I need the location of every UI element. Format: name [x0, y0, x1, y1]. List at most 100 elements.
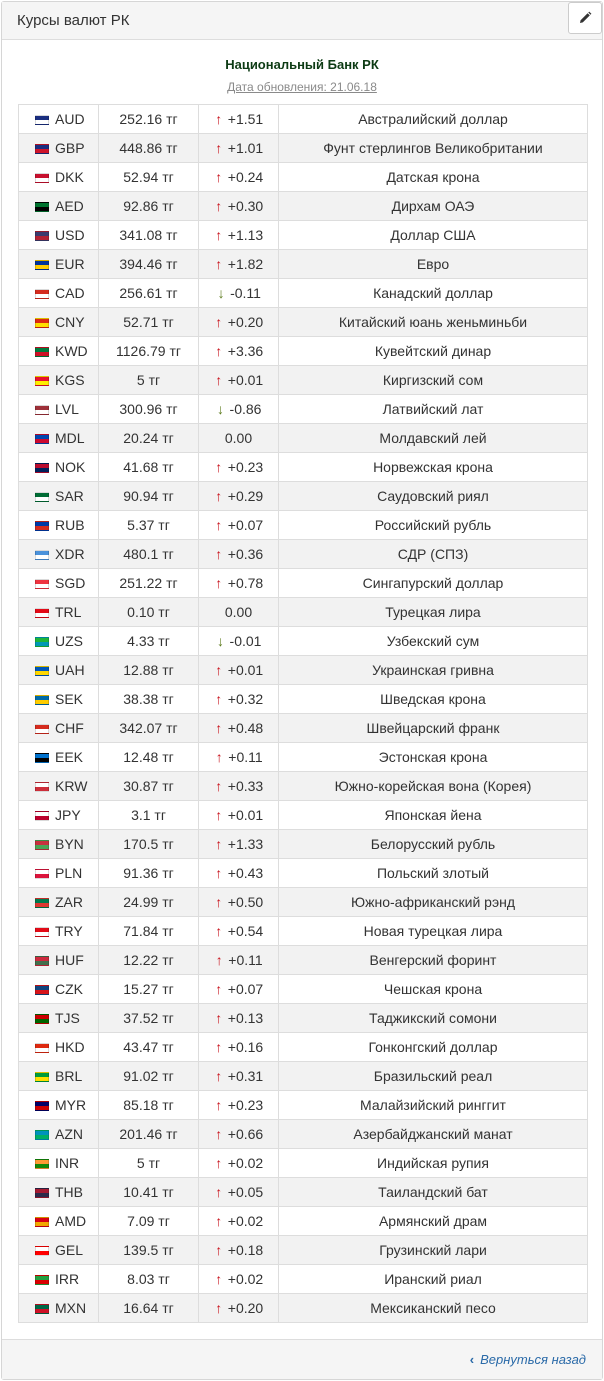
rate-change-cell: ↑ +0.11 — [198, 945, 279, 975]
currency-code-cell: BYN — [18, 829, 99, 859]
back-link[interactable]: ‹ Вернуться назад — [470, 1352, 586, 1367]
currency-code: MYR — [55, 1097, 87, 1113]
currency-code: USD — [55, 227, 85, 243]
table-row: KGS 5 тг ↑ +0.01 Киргизский сом — [18, 365, 588, 395]
rate-change-cell: ↑ +0.50 — [198, 887, 279, 917]
flag-icon — [35, 1101, 49, 1111]
currency-code: HUF — [55, 952, 84, 968]
table-row: USD 341.08 тг ↑ +1.13 Доллар США — [18, 220, 588, 250]
rate-change-cell: ↑ +0.66 — [198, 1119, 279, 1149]
rate-change-cell: ↓ -0.86 — [198, 394, 279, 424]
currency-code-cell: AMD — [18, 1206, 99, 1236]
currency-code: MXN — [55, 1300, 87, 1316]
rate-change-cell: 0.00 — [198, 423, 279, 453]
currency-rate: 252.16 тг — [98, 104, 199, 134]
chevron-left-icon: ‹ — [469, 1352, 475, 1367]
table-row: SAR 90.94 тг ↑ +0.29 Саудовский риял — [18, 481, 588, 511]
bank-name: Национальный Банк РК — [225, 57, 379, 72]
currency-code-cell: LVL — [18, 394, 99, 424]
arrow-up-icon: ↑ — [215, 1126, 223, 1142]
currency-code-cell: RUB — [18, 510, 99, 540]
arrow-up-icon: ↑ — [215, 1213, 223, 1229]
arrow-up-icon: ↑ — [215, 343, 223, 359]
table-row: SGD 251.22 тг ↑ +0.78 Сингапурский доллар — [18, 568, 588, 598]
currency-rate: 85.18 тг — [98, 1090, 199, 1120]
currency-code-cell: HKD — [18, 1032, 99, 1062]
currency-name: Российский рубль — [278, 510, 588, 540]
flag-icon — [35, 898, 49, 908]
rate-change: +1.33 — [227, 836, 264, 852]
rate-change-cell: ↑ +0.31 — [198, 1061, 279, 1091]
flag-icon — [35, 1275, 49, 1285]
pencil-icon — [580, 11, 592, 23]
currency-code-cell: TRL — [18, 597, 99, 627]
table-row: AMD 7.09 тг ↑ +0.02 Армянский драм — [18, 1206, 588, 1236]
flag-icon — [35, 318, 49, 328]
currency-code-cell: MDL — [18, 423, 99, 453]
currency-code-cell: EEK — [18, 742, 99, 772]
currency-name: Узбекский сум — [278, 626, 588, 656]
currency-code: CNY — [55, 314, 85, 330]
currency-code-cell: AUD — [18, 104, 99, 134]
table-row: GEL 139.5 тг ↑ +0.18 Грузинский лари — [18, 1235, 588, 1265]
currency-name: Японская йена — [278, 800, 588, 830]
currency-code-cell: TRY — [18, 916, 99, 946]
currency-name: Южно-корейская вона (Корея) — [278, 771, 588, 801]
currency-code-cell: DKK — [18, 162, 99, 192]
flag-icon — [35, 144, 49, 154]
table-row: DKK 52.94 тг ↑ +0.24 Датская крона — [18, 162, 588, 192]
rate-change: +0.23 — [227, 1097, 264, 1113]
arrow-up-icon: ↑ — [215, 1300, 223, 1316]
flag-icon — [35, 985, 49, 995]
currency-rate: 30.87 тг — [98, 771, 199, 801]
currency-code-cell: AED — [18, 191, 99, 221]
currency-code: GEL — [55, 1242, 84, 1258]
table-row: IRR 8.03 тг ↑ +0.02 Иранский риал — [18, 1264, 588, 1294]
currency-code: HKD — [55, 1039, 85, 1055]
currency-code: CAD — [55, 285, 85, 301]
currency-name: Латвийский лат — [278, 394, 588, 424]
panel-footer: ‹ Вернуться назад — [2, 1339, 602, 1379]
arrow-down-icon: ↓ — [217, 401, 225, 417]
rate-change: +0.31 — [227, 1068, 264, 1084]
flag-icon — [35, 811, 49, 821]
flag-icon — [35, 695, 49, 705]
flag-icon — [35, 434, 49, 444]
currency-name: Молдавский лей — [278, 423, 588, 453]
currency-name: Таджикский сомони — [278, 1003, 588, 1033]
table-row: CAD 256.61 тг ↓ -0.11 Канадский доллар — [18, 278, 588, 308]
arrow-up-icon: ↑ — [215, 1068, 223, 1084]
flag-icon — [35, 173, 49, 183]
arrow-up-icon: ↑ — [215, 807, 223, 823]
currency-name: Азербайджанский манат — [278, 1119, 588, 1149]
edit-button[interactable] — [568, 2, 602, 34]
currency-code: PLN — [55, 865, 83, 881]
currency-code-cell: IRR — [18, 1264, 99, 1294]
arrow-up-icon: ↑ — [215, 923, 223, 939]
currency-code-cell: TJS — [18, 1003, 99, 1033]
table-row: XDR 480.1 тг ↑ +0.36 СДР (СПЗ) — [18, 539, 588, 569]
currency-name: Гонконгский доллар — [278, 1032, 588, 1062]
panel-body: Национальный Банк РК Дата обновления: 21… — [2, 40, 602, 1340]
table-row: MYR 85.18 тг ↑ +0.23 Малайзийский ринггит — [18, 1090, 588, 1120]
currency-code: SGD — [55, 575, 86, 591]
rate-change: +0.02 — [227, 1271, 264, 1287]
currency-rate: 341.08 тг — [98, 220, 199, 250]
rate-change: +1.82 — [227, 256, 264, 272]
rate-change-cell: 0.00 — [198, 597, 279, 627]
currency-rate: 12.88 тг — [98, 655, 199, 685]
currency-code: TJS — [55, 1010, 80, 1026]
arrow-up-icon: ↑ — [215, 778, 223, 794]
currency-rate: 5 тг — [98, 365, 199, 395]
flag-icon — [35, 1014, 49, 1024]
table-row: PLN 91.36 тг ↑ +0.43 Польский злотый — [18, 858, 588, 888]
arrow-up-icon: ↑ — [215, 517, 223, 533]
currency-code-cell: SGD — [18, 568, 99, 598]
currency-code-cell: KGS — [18, 365, 99, 395]
currency-rate: 52.71 тг — [98, 307, 199, 337]
rate-change: +0.07 — [227, 981, 264, 997]
rate-change-cell: ↑ +0.05 — [198, 1177, 279, 1207]
currency-code-cell: EUR — [18, 249, 99, 279]
rate-change: +0.32 — [227, 691, 264, 707]
